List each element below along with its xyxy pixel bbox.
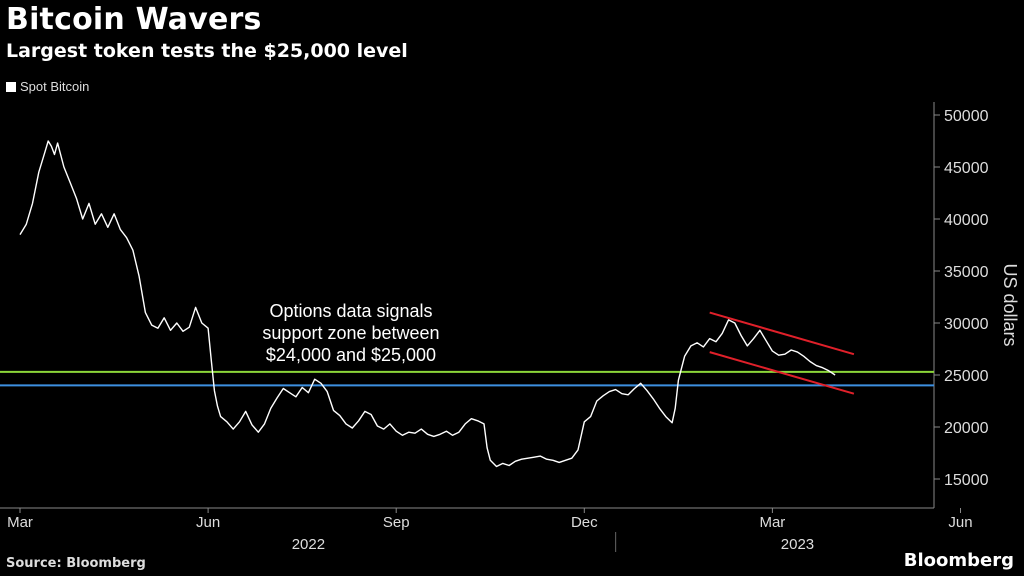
x-tick-label: Jun — [948, 514, 972, 531]
annotation-line: $24,000 and $25,000 — [266, 345, 436, 365]
y-tick-label: 35000 — [944, 264, 989, 281]
chart-title: Bitcoin Wavers — [6, 2, 262, 37]
series-spot-bitcoin — [19, 140, 836, 468]
y-axis-label: US dollars — [1000, 263, 1020, 346]
annotation-line: support zone between — [262, 323, 439, 343]
y-tick-label: 45000 — [944, 160, 989, 177]
legend: Spot Bitcoin — [6, 79, 89, 94]
y-tick-label: 40000 — [944, 212, 989, 229]
x-tick-label: Mar — [7, 514, 33, 531]
year-label: 2023 — [781, 536, 814, 553]
x-tick-label: Jun — [196, 514, 220, 531]
y-tick-label: 50000 — [944, 108, 989, 125]
legend-swatch — [6, 81, 16, 92]
bloomberg-logo: Bloomberg — [903, 550, 1014, 571]
y-tick-label: 15000 — [944, 472, 989, 489]
y-tick-label: 25000 — [944, 368, 989, 385]
x-tick-label: Sep — [383, 514, 410, 531]
year-label: 2022 — [292, 536, 325, 553]
x-tick-label: Dec — [571, 514, 598, 531]
source-note: Source: Bloomberg — [6, 556, 146, 571]
legend-label: Spot Bitcoin — [20, 79, 90, 94]
chart-subtitle: Largest token tests the $25,000 level — [6, 40, 408, 62]
annotation-line: Options data signals — [269, 301, 432, 321]
channel-upper — [709, 311, 855, 356]
y-tick-label: 30000 — [944, 316, 989, 333]
channel-lower — [709, 351, 855, 395]
x-tick-label: Mar — [759, 514, 785, 531]
y-tick-label: 20000 — [944, 420, 989, 437]
